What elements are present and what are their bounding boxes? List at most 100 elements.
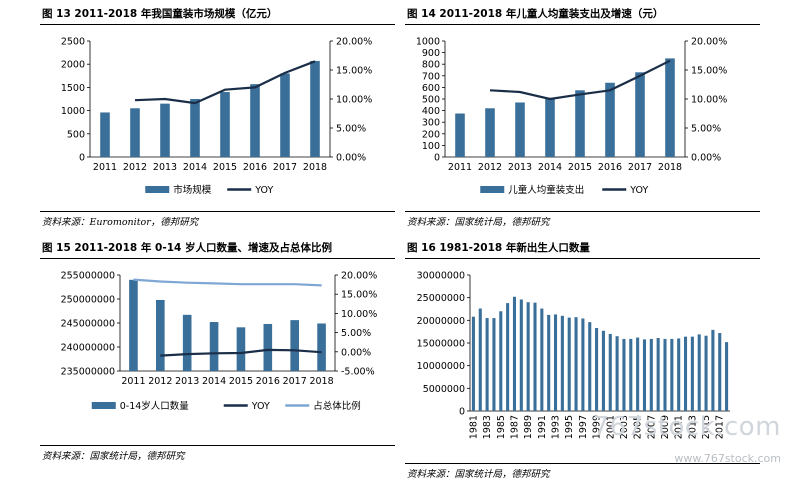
x-tick-label: 1987 xyxy=(509,415,520,439)
bar xyxy=(635,72,645,157)
x-tick-label: 2011 xyxy=(121,376,145,387)
bar xyxy=(665,58,675,157)
y-tick-label-right: 10.00% xyxy=(341,309,377,320)
y-tick-label-left: 600 xyxy=(422,83,440,94)
chart-title: 图 14 2011-2018 年儿童人均童装支出及增速（元） xyxy=(405,4,760,25)
bar xyxy=(317,323,326,371)
bar xyxy=(560,315,564,411)
bar xyxy=(129,279,138,371)
bar xyxy=(553,314,558,411)
x-tick-label: 2013 xyxy=(153,162,177,173)
y-tick-label-left: 1000 xyxy=(416,37,440,48)
y-tick-label-left: 300 xyxy=(422,118,440,129)
y-tick-label-left: 2500 xyxy=(61,37,85,48)
y-tick-label-right: 10.00% xyxy=(691,95,727,106)
chart-source: 资料来源：Euromonitor，德邦研究 xyxy=(40,211,395,230)
x-tick-label: 2015 xyxy=(568,162,592,173)
x-tick-label: 2018 xyxy=(309,376,333,387)
legend-label: YOY xyxy=(254,185,273,196)
bar xyxy=(545,97,555,157)
y-tick-label-left: 200 xyxy=(422,129,440,140)
bar xyxy=(615,336,619,411)
series-line xyxy=(489,59,671,101)
legend-swatch xyxy=(480,186,505,193)
bar xyxy=(711,329,715,411)
y-tick-label-left: 400 xyxy=(422,106,440,117)
chart-panel-13: 图 13 2011-2018 年我国童装市场规模（亿元） 0 500 1000 150… xyxy=(40,4,395,230)
chart-area: 235000000 240000000 245000000 250000000 2550… xyxy=(40,259,395,445)
x-tick-label: 2014 xyxy=(538,162,562,173)
x-tick-label: 2016 xyxy=(256,376,280,387)
y-tick-label-left: 250000000 xyxy=(61,295,115,306)
y-tick-label-left: 0 xyxy=(459,407,465,418)
x-tick-label: 2013 xyxy=(175,376,199,387)
x-tick-label: 1983 xyxy=(482,415,493,439)
chart-area: 0 500 1000 1500 2000 2500 0.00% 5.00% 10.00% 15.0… xyxy=(40,25,395,211)
bar xyxy=(656,338,660,411)
bar xyxy=(690,336,694,411)
chart-svg: 235000000 240000000 245000000 250000000 2550… xyxy=(61,271,378,413)
bar xyxy=(588,322,592,411)
y-tick-label-left: 800 xyxy=(422,60,440,71)
bar xyxy=(526,302,530,411)
x-tick-label: 2012 xyxy=(123,162,147,173)
series-line xyxy=(133,278,322,287)
y-tick-label-right: -5.00% xyxy=(341,367,375,378)
watermark-text: 767stock.com xyxy=(592,412,781,442)
bar xyxy=(629,338,633,411)
bar xyxy=(310,60,320,158)
bar xyxy=(250,84,260,157)
x-tick-label: 1985 xyxy=(496,415,507,439)
chart-source: 资料来源：国家统计局，德邦研究 xyxy=(405,211,760,230)
y-tick-label-left: 235000000 xyxy=(61,367,115,378)
x-tick-label: 2016 xyxy=(598,162,622,173)
x-tick-label: 2014 xyxy=(202,376,226,387)
x-tick-label: 1981 xyxy=(468,415,479,439)
y-tick-label-left: 2000 xyxy=(61,60,85,71)
bar xyxy=(533,302,537,411)
bar xyxy=(595,328,599,411)
chart-panel-14: 图 14 2011-2018 年儿童人均童装支出及增速（元） 0 100 200 30… xyxy=(405,4,760,230)
y-tick-label-right: 20.00% xyxy=(691,37,727,48)
bar xyxy=(663,338,667,411)
bar xyxy=(280,73,290,157)
x-tick-label: 2017 xyxy=(715,415,726,439)
y-tick-label-left: 0 xyxy=(79,153,85,164)
bar xyxy=(547,314,551,411)
chart-source: 资料来源：国家统计局，德邦研究 xyxy=(405,463,760,482)
bar xyxy=(290,320,299,371)
bar xyxy=(636,337,640,411)
bar xyxy=(182,314,192,371)
x-tick-label: 2012 xyxy=(148,376,172,387)
bar xyxy=(209,322,219,371)
bar xyxy=(455,113,465,157)
x-tick-label: 2014 xyxy=(183,162,207,173)
bar xyxy=(725,342,729,411)
x-tick-label: 1989 xyxy=(523,415,534,439)
bar xyxy=(677,338,681,411)
y-tick-label-left: 500 xyxy=(67,129,85,140)
bar xyxy=(263,323,273,371)
y-tick-label-left: 25000000 xyxy=(417,293,465,304)
bar xyxy=(130,108,140,157)
x-tick-label: 2013 xyxy=(508,162,532,173)
legend-label: 0-14岁人口数量 xyxy=(120,400,190,412)
bar xyxy=(236,327,246,371)
y-tick-label-right: 15.00% xyxy=(336,66,372,77)
y-tick-label-right: 0.00% xyxy=(691,153,721,164)
y-tick-label-left: 245000000 xyxy=(61,319,115,330)
bar xyxy=(575,90,585,157)
bar xyxy=(697,334,701,411)
bar xyxy=(485,108,495,157)
chart-panel-15: 图 15 2011-2018 年 0-14 岁人口数量、增速及占总体比例 235… xyxy=(40,238,395,464)
bar xyxy=(471,316,475,411)
x-tick-label: 2011 xyxy=(448,162,472,173)
bar xyxy=(220,92,230,157)
x-tick-label: 1991 xyxy=(537,415,548,439)
x-tick-label: 2009 xyxy=(660,415,671,439)
y-tick-label-left: 30000000 xyxy=(417,271,465,282)
chart-title: 图 13 2011-2018 年我国童装市场规模（亿元） xyxy=(40,4,395,25)
bar xyxy=(156,299,165,371)
bar xyxy=(574,317,578,411)
